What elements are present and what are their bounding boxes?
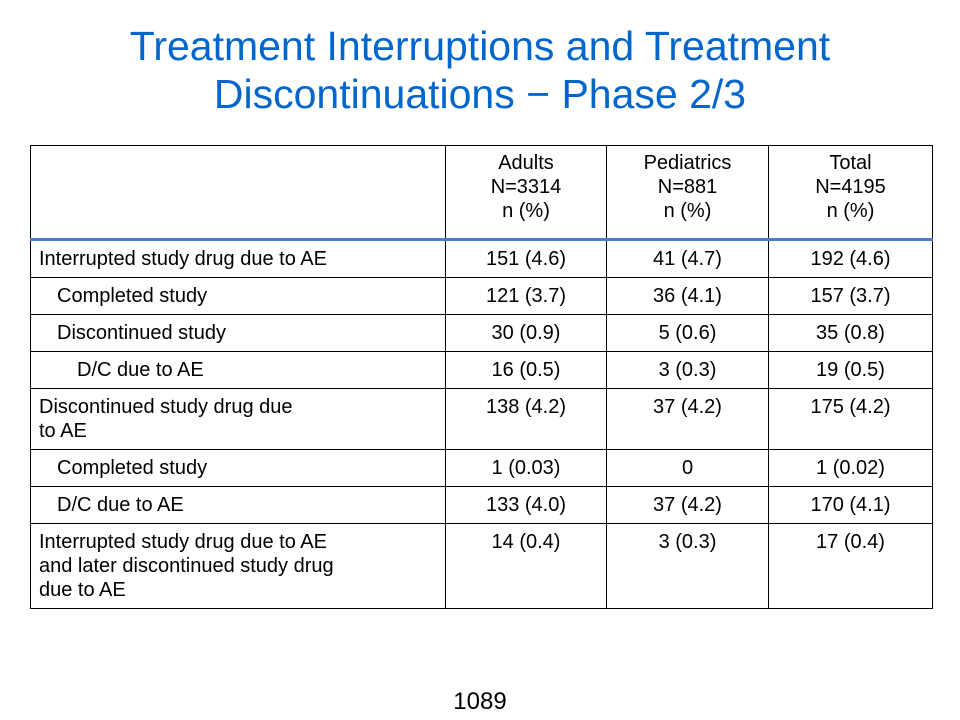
row-label: Interrupted study drug due to AE: [30, 239, 446, 278]
cell-adults: 1 (0.03): [445, 449, 607, 487]
header-total-label: Total: [829, 152, 872, 174]
cell-adults: 16 (0.5): [445, 351, 607, 389]
slide-title: Treatment Interruptions and Treatment Di…: [0, 22, 960, 118]
interruptions-table: Adults N=3314 n (%) Pediatrics N=881 n (…: [30, 145, 933, 609]
cell-total: 1 (0.02): [768, 449, 933, 487]
table-row: D/C due to AE 133 (4.0) 37 (4.2) 170 (4.…: [30, 486, 933, 524]
row-label-line: and later discontinued study drug: [39, 555, 334, 577]
header-adults-n: N=3314: [490, 176, 562, 198]
cell-total: 157 (3.7): [768, 277, 933, 315]
row-label: Completed study: [30, 277, 446, 315]
header-empty-cell: [30, 145, 446, 241]
cell-adults: 151 (4.6): [445, 239, 607, 278]
cell-pediatrics: 0: [606, 449, 769, 487]
cell-pediatrics: 3 (0.3): [606, 523, 769, 609]
cell-total: 192 (4.6): [768, 239, 933, 278]
cell-pediatrics: 41 (4.7): [606, 239, 769, 278]
cell-total: 35 (0.8): [768, 314, 933, 352]
header-pediatrics-unit: n (%): [663, 200, 712, 222]
header-total-n: N=4195: [815, 176, 886, 198]
slide-title-line-2: Discontinuations − Phase 2/3: [213, 71, 747, 117]
table-row: Completed study 121 (3.7) 36 (4.1) 157 (…: [30, 277, 933, 315]
header-pediatrics-label: Pediatrics: [643, 152, 732, 174]
cell-adults: 30 (0.9): [445, 314, 607, 352]
row-label-line: Interrupted study drug due to AE: [39, 531, 327, 553]
header-pediatrics-n: N=881: [657, 176, 718, 198]
cell-adults: 14 (0.4): [445, 523, 607, 609]
row-label-line: Discontinued study drug due: [39, 396, 293, 418]
row-label: D/C due to AE: [30, 351, 446, 389]
slide-title-line-1: Treatment Interruptions and Treatment: [129, 23, 831, 69]
cell-total: 170 (4.1): [768, 486, 933, 524]
header-adults: Adults N=3314 n (%): [445, 145, 607, 241]
page-number: 1089: [453, 688, 507, 715]
row-label: Discontinued study: [30, 314, 446, 352]
row-label-line: due to AE: [39, 579, 126, 601]
cell-total: 19 (0.5): [768, 351, 933, 389]
table-row: D/C due to AE 16 (0.5) 3 (0.3) 19 (0.5): [30, 351, 933, 389]
header-pediatrics: Pediatrics N=881 n (%): [606, 145, 769, 241]
cell-pediatrics: 3 (0.3): [606, 351, 769, 389]
header-adults-unit: n (%): [502, 200, 550, 222]
row-label: Discontinued study drug due to AE: [30, 388, 446, 450]
cell-total: 17 (0.4): [768, 523, 933, 609]
header-total-unit: n (%): [826, 200, 875, 222]
table-header-row: Adults N=3314 n (%) Pediatrics N=881 n (…: [30, 145, 933, 241]
table-row: Discontinued study 30 (0.9) 5 (0.6) 35 (…: [30, 314, 933, 352]
table-row: Discontinued study drug due to AE 138 (4…: [30, 388, 933, 450]
cell-pediatrics: 37 (4.2): [606, 486, 769, 524]
table-row: Interrupted study drug due to AE and lat…: [30, 523, 933, 609]
cell-pediatrics: 37 (4.2): [606, 388, 769, 450]
table-row: Completed study 1 (0.03) 0 1 (0.02): [30, 449, 933, 487]
cell-pediatrics: 36 (4.1): [606, 277, 769, 315]
header-total: Total N=4195 n (%): [768, 145, 933, 241]
row-label: D/C due to AE: [30, 486, 446, 524]
row-label: Interrupted study drug due to AE and lat…: [30, 523, 446, 609]
row-label: Completed study: [30, 449, 446, 487]
cell-adults: 138 (4.2): [445, 388, 607, 450]
cell-adults: 133 (4.0): [445, 486, 607, 524]
row-label-line: to AE: [39, 420, 87, 442]
cell-pediatrics: 5 (0.6): [606, 314, 769, 352]
header-adults-label: Adults: [498, 152, 554, 174]
cell-total: 175 (4.2): [768, 388, 933, 450]
table-row: Interrupted study drug due to AE 151 (4.…: [30, 239, 933, 278]
cell-adults: 121 (3.7): [445, 277, 607, 315]
